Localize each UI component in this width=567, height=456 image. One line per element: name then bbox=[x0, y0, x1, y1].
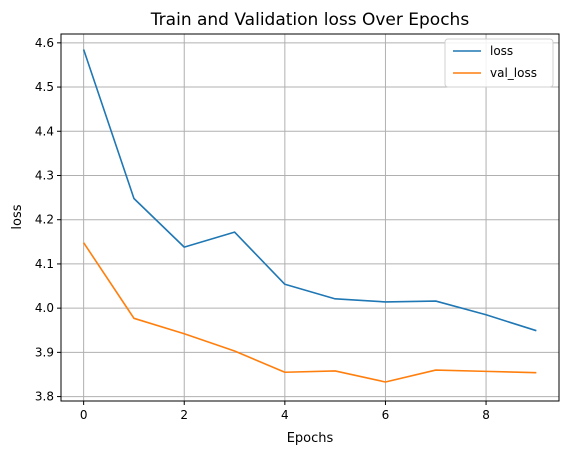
y-tick-label: 4.2 bbox=[35, 213, 54, 227]
x-tick-label: 0 bbox=[80, 408, 88, 422]
y-axis-label: loss bbox=[10, 204, 25, 229]
x-tick-label: 6 bbox=[382, 408, 390, 422]
y-axis: 3.8 3.9 4.0 4.1 4.2 4.3 4.4 4.5 4.6 bbox=[35, 36, 61, 404]
plot-area bbox=[60, 33, 560, 402]
series-line-val-loss bbox=[82, 242, 537, 383]
chart-title: Train and Validation loss Over Epochs bbox=[150, 10, 470, 30]
y-tick-label: 3.8 bbox=[35, 390, 54, 404]
legend-label: val_loss bbox=[490, 66, 537, 80]
series-line-loss bbox=[82, 49, 537, 332]
y-tick-label: 3.9 bbox=[35, 345, 54, 359]
series-lines bbox=[82, 49, 537, 383]
y-tick-label: 4.5 bbox=[35, 80, 54, 94]
x-tick-label: 2 bbox=[180, 408, 188, 422]
y-tick-label: 4.4 bbox=[35, 124, 54, 138]
y-tick-label: 4.0 bbox=[35, 301, 54, 315]
x-tick-label: 8 bbox=[482, 408, 490, 422]
x-axis: 0 2 4 6 8 bbox=[80, 401, 490, 422]
x-axis-label: Epochs bbox=[287, 431, 334, 446]
y-tick-label: 4.1 bbox=[35, 257, 54, 271]
legend-label: loss bbox=[490, 44, 513, 58]
grid-lines bbox=[61, 34, 559, 401]
y-tick-label: 4.6 bbox=[35, 36, 54, 50]
x-tick-label: 4 bbox=[281, 408, 289, 422]
legend: loss val_loss bbox=[444, 38, 554, 88]
y-tick-label: 4.3 bbox=[35, 168, 54, 182]
